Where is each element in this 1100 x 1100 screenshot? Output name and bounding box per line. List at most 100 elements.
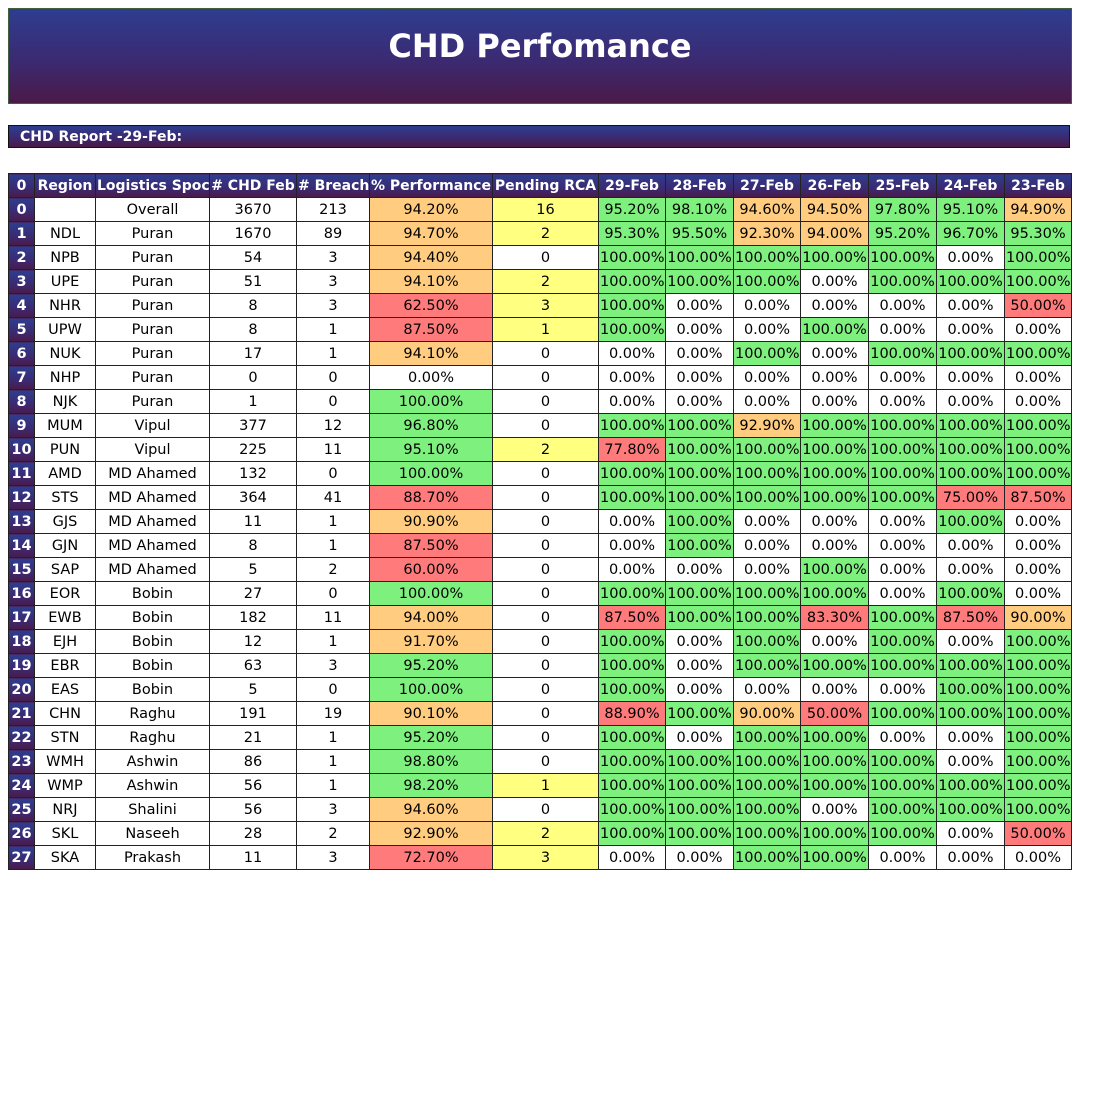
row-index-cell: 1 <box>8 221 35 246</box>
daily-performance-cell: 0.00% <box>598 509 666 534</box>
performance-cell: 60.00% <box>369 557 493 582</box>
daily-performance-cell: 0.00% <box>1004 509 1072 534</box>
pending-rca-cell: 0 <box>492 653 599 678</box>
chd-count-cell: 54 <box>209 245 297 270</box>
breach-count-cell: 1 <box>296 749 370 774</box>
breach-count-cell: 0 <box>296 677 370 702</box>
report-title: CHD Report -29-Feb: <box>20 128 183 145</box>
performance-cell: 94.00% <box>369 605 493 630</box>
daily-performance-cell: 100.00% <box>665 773 734 798</box>
daily-performance-cell: 94.60% <box>733 197 801 222</box>
daily-performance-cell: 0.00% <box>733 557 801 582</box>
daily-performance-cell: 100.00% <box>800 773 869 798</box>
daily-performance-cell: 100.00% <box>733 605 801 630</box>
daily-performance-cell: 0.00% <box>868 725 937 750</box>
daily-performance-cell: 100.00% <box>733 653 801 678</box>
daily-performance-cell: 0.00% <box>1004 581 1072 606</box>
chd-count-cell: 8 <box>209 293 297 318</box>
daily-performance-cell: 100.00% <box>800 653 869 678</box>
daily-performance-cell: 95.50% <box>665 221 734 246</box>
logistics-spoc-cell: Puran <box>95 389 210 414</box>
breach-count-cell: 11 <box>296 605 370 630</box>
daily-performance-cell: 95.30% <box>1004 221 1072 246</box>
row-index-cell: 7 <box>8 365 35 390</box>
performance-cell: 94.10% <box>369 269 493 294</box>
daily-performance-cell: 100.00% <box>598 293 666 318</box>
daily-performance-cell: 100.00% <box>868 821 937 846</box>
performance-cell: 92.90% <box>369 821 493 846</box>
daily-performance-cell: 0.00% <box>800 797 869 822</box>
daily-performance-cell: 100.00% <box>665 605 734 630</box>
daily-performance-cell: 100.00% <box>936 701 1005 726</box>
daily-performance-cell: 100.00% <box>598 461 666 486</box>
table-row: 16 EOR Bobin 27 0 100.00% 0 100.00% 100.00% 100.0… <box>8 581 1072 606</box>
region-cell: UPE <box>34 269 96 294</box>
breach-count-cell: 3 <box>296 293 370 318</box>
daily-performance-cell: 0.00% <box>868 317 937 342</box>
daily-performance-cell: 0.00% <box>665 365 734 390</box>
breach-count-cell: 1 <box>296 773 370 798</box>
daily-performance-cell: 100.00% <box>598 749 666 774</box>
daily-performance-cell: 100.00% <box>936 437 1005 462</box>
table-row: 14 GJN MD Ahamed 8 1 87.50% 0 0.00% 100.00% 0.00%… <box>8 533 1072 558</box>
page-title: CHD Perfomance <box>388 27 692 65</box>
logistics-spoc-cell: Puran <box>95 365 210 390</box>
daily-performance-cell: 100.00% <box>800 461 869 486</box>
logistics-spoc-cell: MD Ahamed <box>95 557 210 582</box>
daily-performance-cell: 0.00% <box>800 533 869 558</box>
daily-performance-cell: 100.00% <box>868 629 937 654</box>
daily-performance-cell: 0.00% <box>733 509 801 534</box>
daily-performance-cell: 100.00% <box>800 317 869 342</box>
daily-performance-cell: 100.00% <box>733 749 801 774</box>
logistics-spoc-cell: Ashwin <box>95 773 210 798</box>
table-row: 8 NJK Puran 1 0 100.00% 0 0.00% 0.00% 0.00% 0.00% 0… <box>8 389 1072 414</box>
logistics-spoc-cell: Bobin <box>95 629 210 654</box>
column-header: 29-Feb <box>598 173 666 198</box>
chd-count-cell: 27 <box>209 581 297 606</box>
performance-cell: 100.00% <box>369 677 493 702</box>
daily-performance-cell: 98.10% <box>665 197 734 222</box>
daily-performance-cell: 100.00% <box>936 269 1005 294</box>
table-row: 20 EAS Bobin 5 0 100.00% 0 100.00% 0.00% 0.00% 0.0… <box>8 677 1072 702</box>
chd-count-cell: 11 <box>209 845 297 870</box>
region-cell: STN <box>34 725 96 750</box>
chd-count-cell: 1670 <box>209 221 297 246</box>
logistics-spoc-cell: Bobin <box>95 653 210 678</box>
table-row: 5 UPW Puran 8 1 87.50% 1 100.00% 0.00% 0.00% 100.0… <box>8 317 1072 342</box>
chd-count-cell: 3670 <box>209 197 297 222</box>
daily-performance-cell: 100.00% <box>1004 701 1072 726</box>
daily-performance-cell: 0.00% <box>868 845 937 870</box>
performance-table: 0 Region Logistics Spoc # CHD Feb # Breach% … <box>8 173 1072 870</box>
daily-performance-cell: 0.00% <box>598 845 666 870</box>
breach-count-cell: 1 <box>296 629 370 654</box>
region-cell: EWB <box>34 605 96 630</box>
pending-rca-cell: 0 <box>492 677 599 702</box>
daily-performance-cell: 0.00% <box>733 365 801 390</box>
region-cell: UPW <box>34 317 96 342</box>
daily-performance-cell: 0.00% <box>598 341 666 366</box>
daily-performance-cell: 100.00% <box>598 581 666 606</box>
daily-performance-cell: 0.00% <box>936 389 1005 414</box>
daily-performance-cell: 100.00% <box>598 413 666 438</box>
chd-count-cell: 5 <box>209 557 297 582</box>
daily-performance-cell: 100.00% <box>1004 413 1072 438</box>
table-body: 0 Overall 3670 213 94.20% 16 95.20% 98.10% 94.60… <box>8 197 1072 870</box>
logistics-spoc-cell: Puran <box>95 245 210 270</box>
daily-performance-cell: 0.00% <box>800 389 869 414</box>
daily-performance-cell: 87.50% <box>598 605 666 630</box>
daily-performance-cell: 0.00% <box>800 269 869 294</box>
table-row: 2 NPB Puran 54 3 94.40% 0 100.00% 100.00% 100.00%… <box>8 245 1072 270</box>
pending-rca-cell: 0 <box>492 389 599 414</box>
table-row: 6 NUK Puran 17 1 94.10% 0 0.00% 0.00% 100.00% 0.00… <box>8 341 1072 366</box>
chd-count-cell: 86 <box>209 749 297 774</box>
daily-performance-cell: 100.00% <box>733 485 801 510</box>
performance-cell: 98.20% <box>369 773 493 798</box>
pending-rca-cell: 2 <box>492 437 599 462</box>
daily-performance-cell: 100.00% <box>800 437 869 462</box>
breach-count-cell: 0 <box>296 581 370 606</box>
pending-rca-cell: 0 <box>492 797 599 822</box>
daily-performance-cell: 100.00% <box>598 773 666 798</box>
daily-performance-cell: 0.00% <box>936 365 1005 390</box>
report-bar: CHD Report -29-Feb: <box>8 125 1070 148</box>
row-index-cell: 23 <box>8 749 35 774</box>
